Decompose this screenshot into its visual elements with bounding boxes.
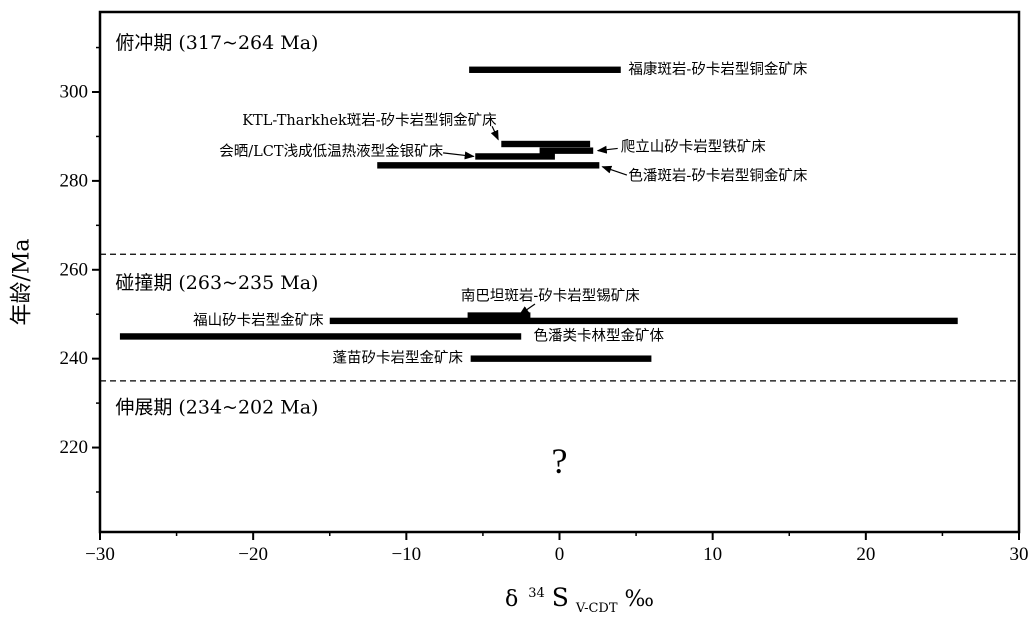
x-axis: −30 −20 −10 0 10 20 30 <box>85 532 1029 565</box>
x-axis-title-sub: V-CDT <box>575 601 618 616</box>
x-axis-title-main: S <box>552 583 569 612</box>
y-axis-title: 年龄/Ma <box>10 238 35 325</box>
deposit-label: 福康斑岩-矽卡岩型铜金矿床 <box>628 61 807 78</box>
x-tick-label: −20 <box>238 544 268 565</box>
x-tick-label: −10 <box>391 544 421 565</box>
x-tick-label: 0 <box>555 544 565 565</box>
period-label: 碰撞期 (263~235 Ma) <box>115 272 318 294</box>
y-tick-label: 280 <box>60 170 89 191</box>
deposit-arrow <box>443 151 475 160</box>
deposit-label: 色潘类卡林型金矿体 <box>533 327 664 344</box>
x-axis-title-prefix: δ <box>505 587 518 612</box>
deposit-arrows <box>443 125 628 316</box>
deposit-bar <box>501 140 591 148</box>
deposit-arrow <box>490 125 499 141</box>
y-axis: 220 240 260 280 300 <box>60 46 100 493</box>
deposit-arrow <box>518 303 536 316</box>
deposit-bars <box>119 66 958 362</box>
period-label: 伸展期 (234~202 Ma) <box>115 397 318 419</box>
period-label: 俯冲期 (317~264 Ma) <box>115 32 318 54</box>
x-tick-label: −30 <box>85 544 115 565</box>
y-tick-label: 220 <box>60 437 89 458</box>
annotation-text: ? <box>552 441 568 481</box>
x-axis-title-unit: ‰ <box>625 587 655 612</box>
x-tick-label: 20 <box>856 544 875 565</box>
deposit-bar <box>539 147 594 154</box>
period-labels: 俯冲期 (317~264 Ma) 碰撞期 (263~235 Ma) 伸展期 (234… <box>115 32 318 418</box>
deposit-bar <box>377 162 600 169</box>
deposit-label: 色潘斑岩-矽卡岩型铜金矿床 <box>628 167 807 184</box>
y-tick-label: 240 <box>60 348 89 369</box>
deposit-label: 会晒/LCT浅成低温热液型金银矿床 <box>219 143 443 160</box>
deposit-arrow <box>601 165 628 176</box>
deposit-bar <box>119 333 522 340</box>
deposit-label: 福山矽卡岩型金矿床 <box>193 312 324 329</box>
y-tick-label: 260 <box>60 259 89 280</box>
deposit-bar <box>467 312 531 319</box>
x-axis-title-sup: 34 <box>528 586 545 601</box>
deposit-label: 蓬苗矽卡岩型金矿床 <box>333 350 464 367</box>
y-tick-label: 300 <box>60 82 89 103</box>
annotations: ? <box>552 441 568 481</box>
deposit-label: 南巴坦斑岩-矽卡岩型锡矿床 <box>461 287 640 304</box>
deposit-bar <box>329 317 958 325</box>
deposit-label: KTL-Tharkhek斑岩-矽卡岩型铜金矿床 <box>242 112 497 129</box>
x-axis-title: δ 34 S V-CDT ‰ <box>505 578 654 618</box>
deposit-bar <box>470 355 652 362</box>
deposit-labels: 福康斑岩-矽卡岩型铜金矿床 KTL-Tharkhek斑岩-矽卡岩型铜金矿床爬立山矽… <box>193 61 808 367</box>
deposit-arrow <box>596 145 618 154</box>
deposit-bar <box>475 153 555 160</box>
x-tick-label: 30 <box>1010 544 1029 565</box>
deposit-label: 爬立山矽卡岩型铁矿床 <box>621 139 766 156</box>
deposit-bar <box>469 66 621 73</box>
period-boundaries <box>100 253 1019 382</box>
x-tick-label: 10 <box>703 544 722 565</box>
